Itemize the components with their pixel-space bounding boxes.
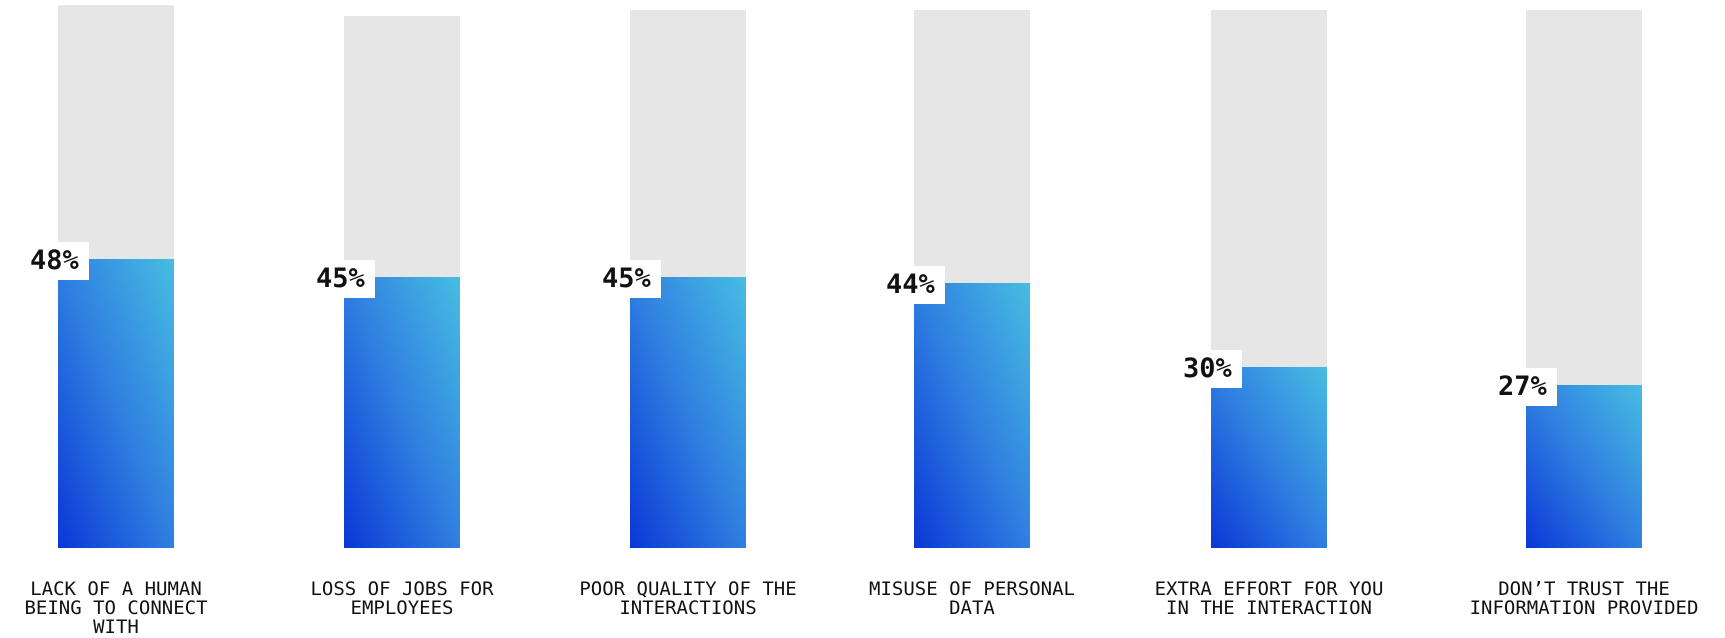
bar bbox=[1211, 367, 1327, 548]
data-label: 30% bbox=[1181, 350, 1242, 388]
category-label: MISUSE OF PERSONAL DATA bbox=[869, 578, 1075, 619]
bar bbox=[344, 277, 460, 548]
bar-track bbox=[1211, 10, 1327, 548]
bar bbox=[914, 283, 1030, 548]
data-label: 48% bbox=[28, 242, 89, 280]
data-label: 44% bbox=[884, 266, 945, 304]
bar bbox=[58, 259, 174, 548]
bar bbox=[1526, 385, 1642, 548]
data-label: 45% bbox=[600, 260, 661, 298]
category-label: DON’T TRUST THE INFORMATION PROVIDED bbox=[1469, 578, 1699, 619]
category-label: LACK OF A HUMAN BEING TO CONNECT WITH bbox=[24, 578, 208, 638]
category-label: POOR QUALITY OF THE INTERACTIONS bbox=[579, 578, 797, 619]
category-label: EXTRA EFFORT FOR YOU IN THE INTERACTION bbox=[1154, 578, 1384, 619]
bar-track bbox=[58, 5, 174, 548]
bar-track bbox=[914, 10, 1030, 548]
bar bbox=[630, 277, 746, 548]
bar-track bbox=[1526, 10, 1642, 548]
data-label: 45% bbox=[314, 260, 375, 298]
category-label: LOSS OF JOBS FOR EMPLOYEES bbox=[310, 578, 494, 619]
data-label: 27% bbox=[1496, 368, 1557, 406]
